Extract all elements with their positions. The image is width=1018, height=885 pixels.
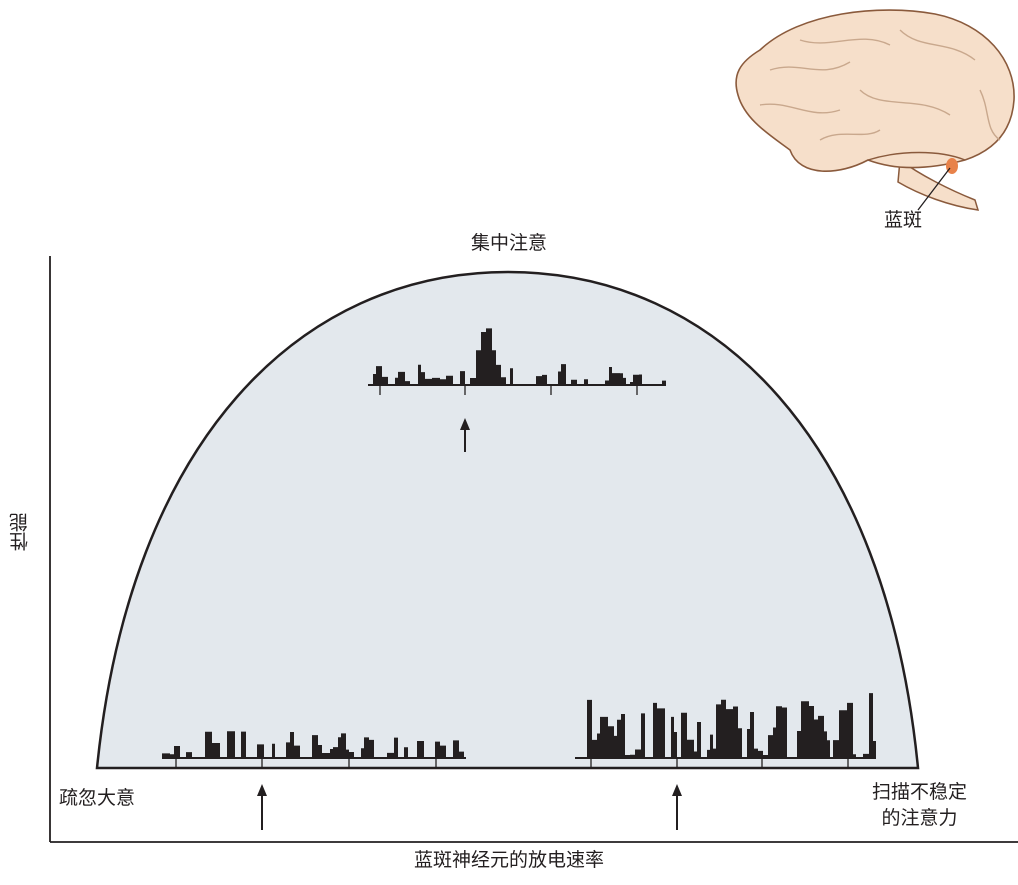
- stimulus-arrow-icon: [672, 784, 682, 830]
- inattentive-label: 疏忽大意: [59, 787, 136, 809]
- locus-coeruleus-label: 蓝斑: [884, 209, 923, 231]
- y-axis-label-text: 性能: [9, 513, 32, 551]
- unstable-attention-line1: 扫描不稳定: [871, 781, 967, 803]
- y-axis-label: 性能: [8, 513, 34, 551]
- stimulus-arrow-icon: [257, 784, 267, 830]
- brain-illustration-icon: [735, 9, 1015, 211]
- stimulus-arrows: [257, 418, 682, 830]
- spike-train: [575, 693, 876, 768]
- inverted-u-curve: [95, 270, 920, 770]
- unstable-attention-line2: 的注意力: [881, 806, 958, 829]
- unstable-attention-label: 扫描不稳定 的注意力: [862, 780, 977, 831]
- spike-train: [162, 731, 466, 768]
- stimulus-arrow-icon: [460, 418, 470, 452]
- spike-train: [368, 328, 666, 395]
- spike-trains: [162, 328, 876, 768]
- x-axis-label: 蓝斑神经元的放电速率: [413, 849, 604, 871]
- focused-attention-label: 集中注意: [470, 232, 547, 254]
